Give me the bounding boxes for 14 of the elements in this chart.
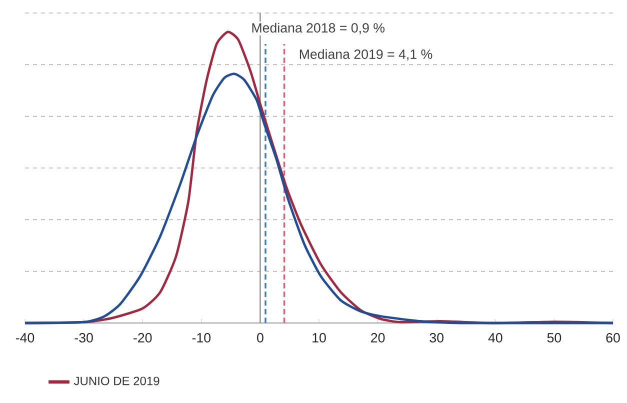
x-tick-label: -30 (74, 333, 93, 342)
x-tick-label: 40 (488, 333, 502, 342)
legend-label: JUNIO DE 2019 (74, 376, 160, 386)
x-tick-label: 20 (371, 333, 385, 342)
ref-line-label: Mediana 2019 = 4,1 % (300, 49, 432, 61)
x-tick-label: -40 (16, 333, 34, 342)
x-tick-label: 60 (606, 333, 620, 342)
ref-line-label: Mediana 2018 = 0,9 % (252, 22, 385, 34)
x-tick-label: 0 (257, 333, 264, 342)
x-tick-label: -20 (134, 333, 152, 342)
x-tick-label: 50 (547, 333, 562, 342)
x-tick-label: -10 (192, 333, 211, 342)
x-tick-label: 10 (312, 333, 326, 342)
x-tick-label: 30 (430, 333, 444, 342)
